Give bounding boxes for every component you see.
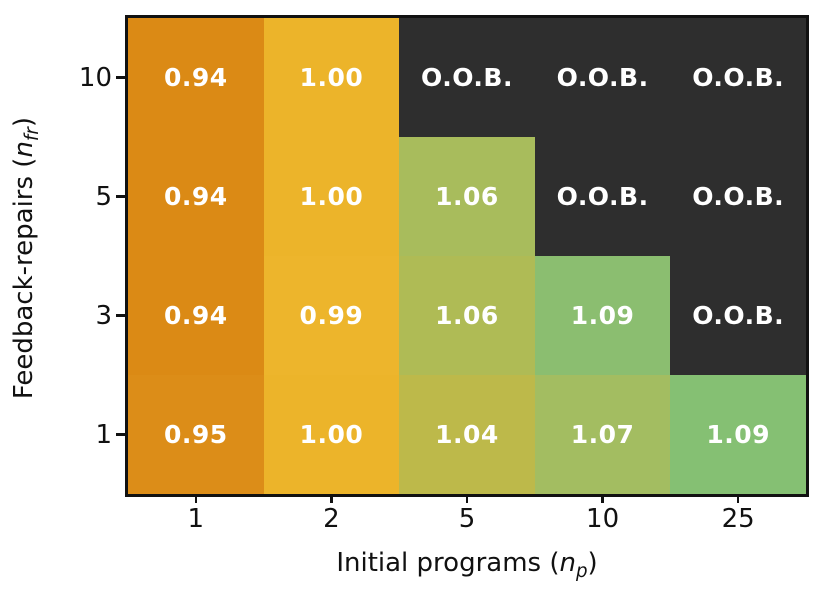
x-tick-mark xyxy=(465,494,469,503)
x-tick: 1 xyxy=(128,494,264,546)
heatmap-cell: 1.07 xyxy=(534,375,671,494)
x-tick-mark xyxy=(330,494,333,503)
heatmap-cell: 0.99 xyxy=(263,256,400,375)
y-tick-label: 3 xyxy=(95,300,112,331)
y-tick: 1 xyxy=(0,375,125,494)
x-tick: 10 xyxy=(535,494,671,546)
x-tick-label: 10 xyxy=(586,504,620,534)
y-tick-label: 5 xyxy=(95,181,112,212)
y-axis-label-suffix: ) xyxy=(8,117,39,128)
y-tick: 5 xyxy=(0,137,125,256)
x-tick-mark xyxy=(601,494,604,503)
y-tick-mark xyxy=(116,76,125,79)
heatmap-cell: O.O.B. xyxy=(534,18,671,137)
x-axis-label-var: n xyxy=(559,548,576,578)
x-axis-label: Initial programs (np) xyxy=(128,548,806,582)
x-tick-mark xyxy=(194,494,198,503)
heatmap-cell: 0.94 xyxy=(128,256,264,375)
y-axis-label-var: n xyxy=(8,141,39,158)
x-tick-label: 1 xyxy=(187,504,205,534)
y-tick-label: 1 xyxy=(95,419,112,450)
heatmap-cell: O.O.B. xyxy=(399,18,535,137)
y-axis-label-sub: fr xyxy=(22,127,44,142)
y-tick-mark xyxy=(116,195,125,198)
y-tick-mark xyxy=(116,433,125,436)
heatmap-cell: 1.09 xyxy=(534,256,671,375)
x-axis-ticks: 1 2 5 10 25 xyxy=(128,494,806,546)
y-tick-label: 10 xyxy=(78,62,112,93)
x-tick: 2 xyxy=(264,494,400,546)
x-tick-label: 2 xyxy=(323,504,340,534)
x-axis-label-text: Initial programs ( xyxy=(336,548,560,578)
plot-area: 0.94 1.00 O.O.B. O.O.B. O.O.B. 0.94 1.00 1.06 O.… xyxy=(125,15,809,497)
heatmap-cell: O.O.B. xyxy=(534,137,671,256)
y-tick-mark xyxy=(116,314,125,317)
y-axis-label-text: Feedback-repairs ( xyxy=(8,157,39,400)
heatmap-cell: 1.00 xyxy=(263,137,400,256)
heatmap-grid: 0.94 1.00 O.O.B. O.O.B. O.O.B. 0.94 1.00 1.06 O.… xyxy=(128,18,806,494)
x-axis-label-suffix: ) xyxy=(587,548,598,578)
heatmap-cell: 1.00 xyxy=(263,18,400,137)
x-tick-label: 25 xyxy=(721,504,755,534)
y-axis-ticks: 10 5 3 1 xyxy=(0,18,125,494)
y-tick: 10 xyxy=(0,18,125,137)
heatmap-cell: 1.04 xyxy=(399,375,535,494)
y-tick: 3 xyxy=(0,256,125,375)
heatmap-cell: O.O.B. xyxy=(670,256,806,375)
x-tick-label: 5 xyxy=(458,504,476,534)
heatmap-cell: 0.94 xyxy=(128,18,264,137)
heatmap-cell: 1.06 xyxy=(399,137,535,256)
heatmap-cell: O.O.B. xyxy=(670,18,806,137)
heatmap-cell: O.O.B. xyxy=(670,137,806,256)
x-axis-label-sub: p xyxy=(575,561,588,583)
x-tick-mark xyxy=(736,494,740,503)
heatmap-cell: 0.95 xyxy=(128,375,264,494)
heatmap-cell: 1.00 xyxy=(263,375,400,494)
x-tick: 5 xyxy=(399,494,535,546)
heatmap-cell: 0.94 xyxy=(128,137,264,256)
heatmap-cell: 1.09 xyxy=(670,375,806,494)
y-axis-label: Feedback-repairs (nfr) xyxy=(9,20,43,496)
x-tick: 25 xyxy=(670,494,806,546)
heatmap-cell: 1.06 xyxy=(399,256,535,375)
